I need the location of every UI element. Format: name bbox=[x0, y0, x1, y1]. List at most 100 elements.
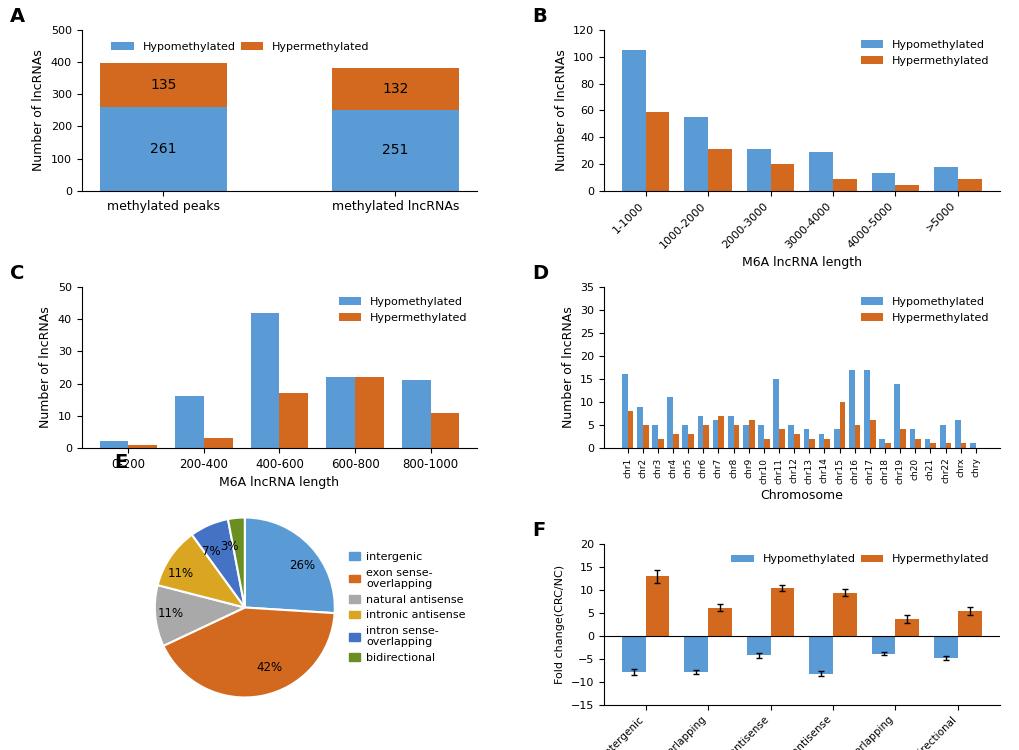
Wedge shape bbox=[227, 518, 245, 608]
Bar bbox=[728, 416, 733, 448]
Text: 42%: 42% bbox=[256, 661, 282, 674]
Bar bbox=[746, 149, 769, 190]
Text: 3%: 3% bbox=[220, 540, 238, 553]
Legend: intergenic, exon sense-
overlapping, natural antisense, intronic antisense, intr: intergenic, exon sense- overlapping, nat… bbox=[344, 548, 470, 668]
Text: A: A bbox=[10, 7, 25, 26]
Legend: Hypomethylated, Hypermethylated: Hypomethylated, Hypermethylated bbox=[856, 292, 994, 327]
Text: 7%: 7% bbox=[202, 544, 220, 558]
Bar bbox=[833, 592, 856, 636]
Bar bbox=[808, 152, 833, 190]
Bar bbox=[818, 434, 823, 448]
Bar bbox=[627, 411, 633, 448]
Bar bbox=[707, 149, 731, 190]
Wedge shape bbox=[245, 518, 334, 614]
Bar bbox=[642, 425, 648, 448]
Text: 26%: 26% bbox=[289, 559, 315, 572]
Bar bbox=[839, 402, 845, 448]
Bar bbox=[430, 413, 459, 448]
Bar bbox=[657, 439, 663, 448]
Bar bbox=[645, 577, 668, 636]
Bar bbox=[900, 430, 905, 448]
Bar bbox=[688, 434, 693, 448]
Wedge shape bbox=[158, 535, 245, 608]
Bar bbox=[279, 393, 308, 448]
Bar bbox=[909, 430, 914, 448]
Bar bbox=[100, 64, 227, 106]
Bar bbox=[957, 610, 980, 636]
Bar bbox=[914, 439, 920, 448]
Text: 135: 135 bbox=[150, 78, 176, 92]
Bar bbox=[803, 430, 808, 448]
Legend: Hypomethylated, Hypermethylated: Hypomethylated, Hypermethylated bbox=[727, 550, 994, 568]
X-axis label: M6A lncRNA length: M6A lncRNA length bbox=[219, 476, 339, 489]
Bar bbox=[712, 420, 717, 448]
Text: C: C bbox=[10, 264, 24, 283]
Y-axis label: Number of lncRNAs: Number of lncRNAs bbox=[39, 307, 52, 428]
Bar bbox=[682, 425, 688, 448]
Bar bbox=[960, 443, 966, 448]
Bar bbox=[622, 50, 645, 190]
Bar bbox=[684, 117, 707, 190]
Bar bbox=[746, 636, 769, 656]
Bar bbox=[933, 636, 957, 658]
X-axis label: M6A lncRNA length: M6A lncRNA length bbox=[741, 256, 861, 268]
Bar bbox=[733, 425, 739, 448]
Bar bbox=[622, 374, 627, 448]
Text: 251: 251 bbox=[382, 143, 409, 158]
Bar bbox=[622, 636, 645, 672]
Wedge shape bbox=[155, 585, 245, 646]
Bar bbox=[869, 420, 874, 448]
Bar bbox=[651, 425, 657, 448]
Bar bbox=[717, 416, 723, 448]
Bar bbox=[895, 619, 918, 636]
Y-axis label: Number of lncRNAs: Number of lncRNAs bbox=[560, 307, 574, 428]
Bar bbox=[772, 379, 779, 448]
Bar bbox=[895, 185, 918, 190]
Bar bbox=[924, 439, 929, 448]
Bar bbox=[697, 416, 703, 448]
Bar bbox=[637, 406, 642, 448]
Bar bbox=[128, 445, 157, 448]
Text: E: E bbox=[114, 453, 127, 472]
Bar bbox=[834, 430, 839, 448]
Y-axis label: Number of lncRNAs: Number of lncRNAs bbox=[33, 50, 45, 171]
Bar bbox=[251, 313, 279, 448]
Bar bbox=[954, 420, 960, 448]
X-axis label: Chromosome: Chromosome bbox=[759, 489, 843, 502]
Bar bbox=[175, 397, 204, 448]
Bar bbox=[878, 439, 884, 448]
Bar bbox=[673, 434, 679, 448]
Bar bbox=[808, 439, 814, 448]
Text: 132: 132 bbox=[382, 82, 409, 96]
Bar bbox=[933, 166, 957, 190]
Bar bbox=[100, 442, 128, 448]
Bar bbox=[707, 608, 731, 636]
Bar bbox=[871, 636, 895, 653]
Bar bbox=[769, 588, 794, 636]
Bar bbox=[848, 370, 854, 448]
Bar bbox=[757, 425, 763, 448]
Bar bbox=[871, 173, 895, 190]
Bar bbox=[929, 443, 935, 448]
Bar bbox=[401, 380, 430, 448]
Bar bbox=[703, 425, 708, 448]
Bar bbox=[945, 443, 951, 448]
Bar bbox=[645, 112, 668, 190]
Text: D: D bbox=[532, 264, 548, 283]
Bar bbox=[355, 377, 383, 448]
Legend: Hypomethylated, Hypermethylated: Hypomethylated, Hypermethylated bbox=[107, 38, 374, 56]
Legend: Hypomethylated, Hypermethylated: Hypomethylated, Hypermethylated bbox=[334, 292, 471, 327]
Bar bbox=[969, 443, 975, 448]
Y-axis label: Number of lncRNAs: Number of lncRNAs bbox=[554, 50, 567, 171]
Text: 11%: 11% bbox=[168, 566, 194, 580]
Text: 261: 261 bbox=[150, 142, 176, 156]
Bar bbox=[763, 439, 769, 448]
Text: F: F bbox=[532, 521, 545, 540]
Bar bbox=[884, 443, 890, 448]
Bar bbox=[894, 383, 900, 448]
Bar bbox=[331, 110, 459, 190]
Bar bbox=[748, 420, 754, 448]
Bar bbox=[684, 636, 707, 672]
Text: 11%: 11% bbox=[158, 607, 183, 619]
Bar bbox=[779, 430, 784, 448]
